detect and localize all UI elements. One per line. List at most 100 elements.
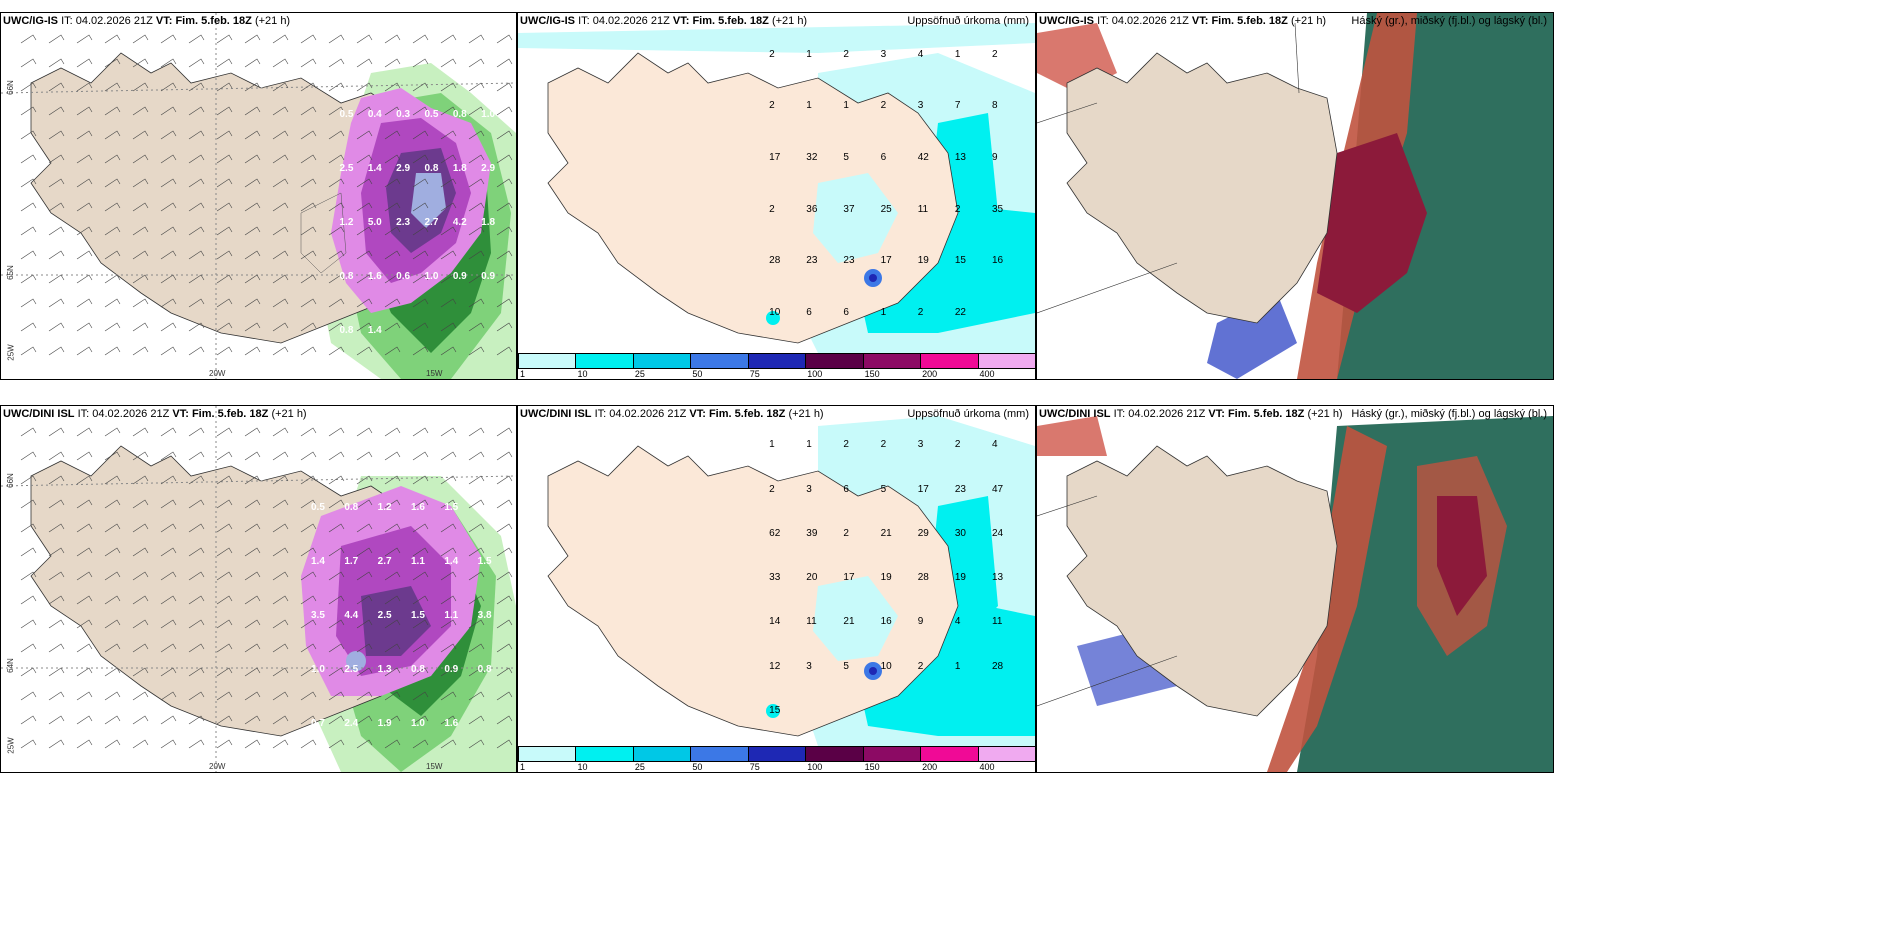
wind-barb (104, 274, 121, 284)
wind-barb (384, 106, 401, 116)
wind-barb (412, 154, 429, 164)
value-label: 1.2 (377, 502, 392, 514)
wind-barb (104, 34, 121, 44)
wind-barb (48, 499, 65, 509)
wind-barb (188, 547, 205, 557)
value-label: 0.5 (339, 109, 354, 121)
wind-barb (48, 322, 65, 332)
wind-barb (412, 427, 429, 437)
value-label: 21 (843, 616, 855, 628)
wind-barb (48, 58, 65, 68)
wind-barb (356, 619, 373, 629)
wind-barb (104, 82, 121, 92)
wind-barb (20, 130, 37, 140)
wind-barb (188, 346, 205, 356)
value-label: 28 (769, 255, 781, 267)
wind-barb (160, 154, 177, 164)
colorbar-label: 100 (807, 369, 823, 379)
colorbar-label: 200 (922, 369, 938, 379)
wind-barb (272, 475, 289, 485)
value-label: 33 (769, 572, 781, 584)
value-label: 0.8 (339, 271, 354, 283)
wind-barb (132, 322, 149, 332)
wind-barb (356, 322, 373, 332)
wind-barb (188, 322, 205, 332)
value-label: 2.4 (344, 718, 359, 730)
wind-barb (440, 274, 457, 284)
wind-barb (104, 571, 121, 581)
value-label: 30 (954, 527, 966, 539)
wind-barb (356, 58, 373, 68)
panel-header: UWC/DINI ISL IT: 04.02.2026 21Z VT: Fim.… (520, 408, 824, 420)
wind-barb (188, 715, 205, 725)
wind-barb (132, 226, 149, 236)
wind-barb (244, 595, 261, 605)
wind-barb (468, 499, 485, 509)
wind-barb (328, 58, 345, 68)
wind-barb (384, 202, 401, 212)
wind-barb (440, 298, 457, 308)
wind-barb (412, 274, 429, 284)
value-label: 42 (917, 151, 929, 163)
wind-barb (300, 547, 317, 557)
value-label: 28 (917, 572, 929, 584)
value-label: 1.1 (411, 556, 425, 568)
colorbar-swatch (575, 746, 634, 762)
wind-barb (160, 298, 177, 308)
wind-barb (496, 154, 513, 164)
wind-barb (132, 274, 149, 284)
wind-barb (328, 226, 345, 236)
wind-barb (440, 154, 457, 164)
wind-barb (48, 106, 65, 116)
wind-barb (160, 523, 177, 533)
wind-barb (412, 226, 429, 236)
panel-igis-clouds: UWC/IG-IS IT: 04.02.2026 21Z VT: Fim. 5.… (1036, 12, 1554, 380)
wind-barb (412, 499, 429, 509)
wind-barb (216, 451, 233, 461)
wind-barb (216, 106, 233, 116)
wind-barb (412, 739, 429, 749)
wind-barb (496, 322, 513, 332)
wind-barb (48, 547, 65, 557)
panel-title: Uppsöfnuð úrkoma (mm) (907, 408, 1029, 420)
wind-barb (160, 274, 177, 284)
wind-barb (384, 274, 401, 284)
wind-barb (300, 619, 317, 629)
wind-barb (48, 427, 65, 437)
colorbar-swatch (977, 746, 1035, 762)
wind-barb (496, 178, 513, 188)
value-label: 36 (806, 203, 818, 215)
wind-barb (216, 202, 233, 212)
wind-barb (468, 82, 485, 92)
wind-barb (244, 499, 261, 509)
value-label: 1.1 (444, 610, 459, 622)
wind-barb (384, 619, 401, 629)
value-label: 2.9 (481, 163, 496, 175)
wind-barb (216, 739, 233, 749)
value-label: 4 (954, 616, 961, 628)
wind-barb (272, 451, 289, 461)
value-label: 28 (992, 660, 1004, 672)
wind-barb (440, 595, 457, 605)
wind-barb (356, 691, 373, 701)
panel-header: UWC/DINI ISL IT: 04.02.2026 21Z VT: Fim.… (1039, 408, 1343, 420)
value-label: 2.7 (424, 217, 439, 229)
wind-barb (468, 34, 485, 44)
wind-barb (272, 298, 289, 308)
wind-barb (160, 106, 177, 116)
wind-barb (300, 298, 317, 308)
value-label: 5 (843, 660, 849, 672)
value-label: 2 (917, 306, 924, 318)
value-label: 12 (769, 660, 781, 672)
wind-barb (216, 298, 233, 308)
value-label: 3 (917, 100, 924, 112)
wind-barb (384, 322, 401, 332)
wind-barb (468, 202, 485, 212)
wind-barb (188, 34, 205, 44)
wind-barb (328, 82, 345, 92)
wind-barb (384, 499, 401, 509)
map-igis-wind (1, 13, 516, 379)
value-label: 0.7 (311, 718, 325, 730)
wind-barb (20, 154, 37, 164)
value-label: 2 (954, 203, 961, 215)
